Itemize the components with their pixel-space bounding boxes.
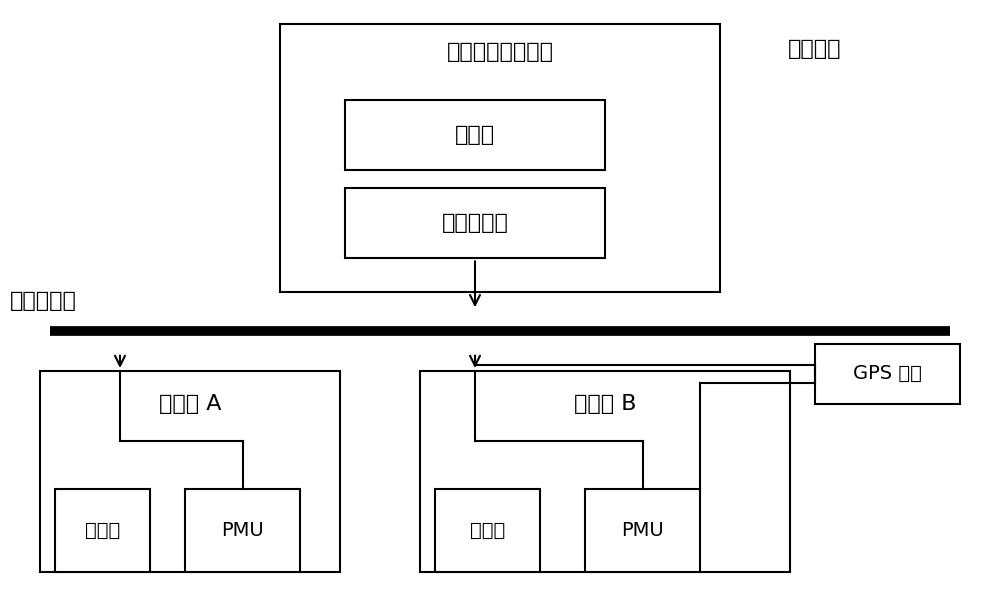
Bar [585,489,700,572]
Bar [55,489,150,572]
Text: 测量中心: 测量中心 [788,39,842,58]
Bar [40,371,340,572]
Text: 变电站 A: 变电站 A [159,395,221,414]
Text: GPS 卫星: GPS 卫星 [853,364,922,384]
Text: 录波器: 录波器 [85,521,120,540]
Text: PMU: PMU [621,521,664,540]
Bar [435,489,540,572]
Text: 录波器: 录波器 [470,521,505,540]
Text: 通讯服务器: 通讯服务器 [442,213,508,233]
Text: PMU: PMU [221,521,264,540]
Text: 线路参数测量系统: 线路参数测量系统 [446,42,554,61]
Text: 后台机: 后台机 [455,125,495,145]
Bar [345,188,605,258]
Text: 变电站 B: 变电站 B [574,395,636,414]
Text: 高速以太网: 高速以太网 [10,291,77,311]
Bar [815,344,960,404]
Bar [185,489,300,572]
Bar [280,24,720,292]
Bar [345,100,605,170]
Bar [420,371,790,572]
